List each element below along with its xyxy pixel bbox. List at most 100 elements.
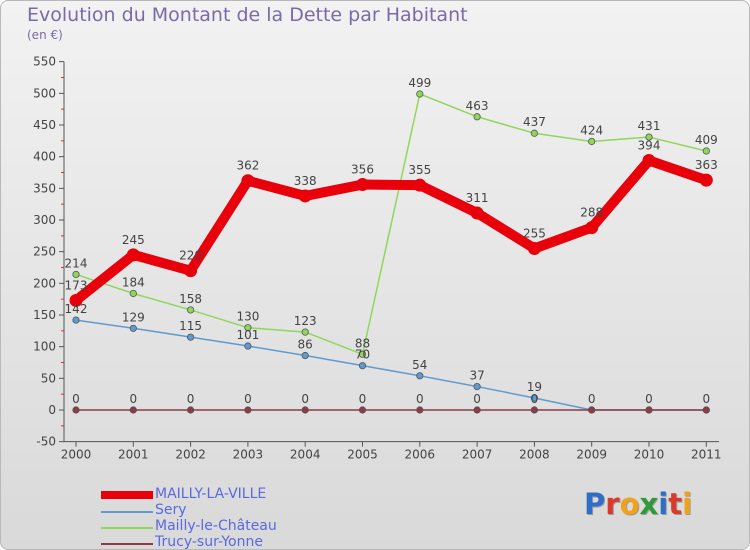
data-point (241, 174, 255, 188)
data-label: 338 (294, 174, 317, 188)
data-point (244, 406, 252, 414)
data-point (470, 206, 484, 220)
logo-letter: P (584, 487, 606, 521)
data-label: 0 (702, 392, 710, 406)
legend-swatch (101, 527, 153, 529)
data-point (702, 147, 710, 155)
data-point (301, 406, 309, 414)
data-point (588, 406, 596, 414)
data-point (588, 137, 596, 146)
data-label: 437 (523, 115, 546, 129)
chart-subtitle: (en €) (27, 28, 63, 42)
data-point (187, 406, 195, 414)
logo-letter: r (605, 487, 620, 521)
data-point (126, 248, 140, 262)
data-label: 54 (412, 358, 427, 372)
logo-letter: i (658, 487, 669, 521)
data-point (473, 113, 481, 121)
x-tick-label: 2005 (347, 448, 378, 462)
data-point (184, 264, 198, 278)
data-label: 88 (355, 336, 370, 350)
data-point (69, 293, 83, 307)
data-label: 142 (65, 302, 88, 316)
data-point (530, 394, 539, 402)
data-point (358, 406, 367, 414)
logo-letter: t (668, 487, 683, 521)
logo-letter: o (619, 487, 640, 521)
x-tick-label: 2010 (634, 448, 665, 462)
legend-label: Mailly-le-Château (155, 518, 277, 534)
data-point (298, 189, 312, 203)
legend-label: MAILLY-LA-VILLE (155, 486, 267, 502)
data-point (699, 173, 713, 187)
logo-letter: x (639, 487, 659, 521)
y-tick-label: 150 (33, 308, 56, 322)
x-tick-label: 2011 (691, 448, 722, 462)
data-point (473, 406, 481, 414)
legend-swatch (101, 511, 153, 513)
data-label: 409 (695, 133, 718, 147)
data-point (129, 406, 137, 414)
data-point (187, 333, 195, 341)
data-point (642, 153, 656, 167)
data-label: 70 (355, 348, 370, 362)
data-label: 463 (466, 99, 489, 113)
data-point (72, 270, 80, 279)
data-label: 0 (72, 392, 80, 406)
data-point (530, 406, 539, 414)
data-label: 37 (469, 369, 484, 383)
series-line (75, 319, 708, 411)
y-tick-label: 400 (33, 150, 56, 164)
x-tick-label: 2006 (405, 448, 436, 462)
data-label: 158 (179, 292, 202, 306)
y-tick-label: 300 (33, 213, 56, 227)
data-label: 0 (588, 392, 596, 406)
y-tick-label: 200 (33, 276, 56, 290)
data-label: 394 (638, 138, 661, 152)
data-point (72, 406, 80, 414)
data-point (244, 342, 252, 350)
data-point (301, 328, 309, 336)
x-tick-label: 2008 (519, 448, 550, 462)
data-label: 311 (466, 191, 489, 205)
data-label: 499 (408, 76, 431, 90)
y-tick-label: 50 (41, 371, 56, 385)
data-label: 356 (351, 163, 374, 177)
data-point (129, 324, 137, 332)
data-point (187, 306, 195, 314)
data-label: 173 (65, 278, 88, 292)
x-tick-label: 2001 (118, 448, 149, 462)
y-tick-label: 350 (33, 181, 56, 195)
x-tick-label: 2007 (462, 448, 493, 462)
data-label: 0 (129, 392, 137, 406)
legend-label: Sery (155, 502, 187, 518)
data-label: 431 (638, 119, 661, 133)
data-point (585, 221, 599, 235)
data-point (244, 324, 252, 332)
data-label: 0 (187, 392, 195, 406)
legend-swatch (101, 543, 153, 545)
x-tick-label: 2003 (233, 448, 264, 462)
data-label: 129 (122, 310, 145, 324)
data-label: 0 (416, 392, 424, 406)
data-label: 288 (580, 206, 603, 220)
data-point (356, 178, 369, 192)
data-point (72, 316, 80, 324)
legend-label: Trucy-sur-Yonne (155, 534, 263, 550)
data-label: 0 (359, 392, 367, 406)
data-label: 86 (298, 338, 313, 352)
data-point (527, 242, 541, 256)
data-point (416, 90, 424, 98)
data-label: 424 (580, 123, 603, 137)
data-label: 0 (473, 392, 481, 406)
y-tick-label: 100 (33, 340, 56, 354)
data-label: 101 (236, 328, 259, 342)
data-point (358, 362, 367, 370)
x-tick-label: 2004 (290, 448, 321, 462)
y-tick-label: 0 (48, 403, 56, 417)
data-point (530, 129, 539, 137)
data-point (129, 289, 137, 298)
data-label: 362 (236, 159, 259, 173)
